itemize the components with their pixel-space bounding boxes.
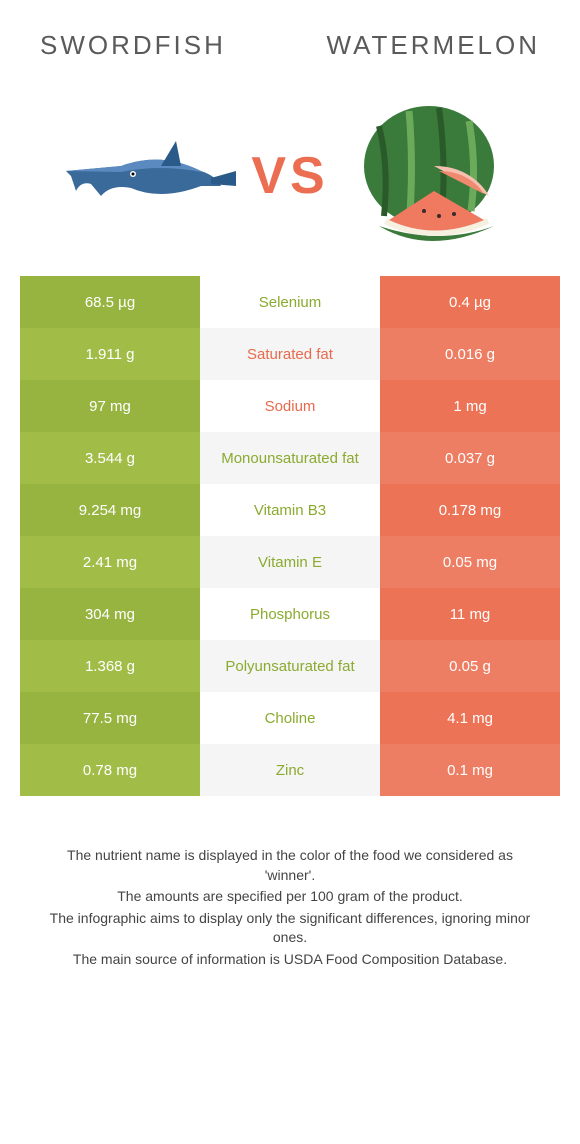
nutrient-name: Zinc (200, 744, 380, 796)
right-value: 0.05 mg (380, 536, 560, 588)
right-value: 0.05 g (380, 640, 560, 692)
footer-line: The amounts are specified per 100 gram o… (40, 887, 540, 907)
left-value: 97 mg (20, 380, 200, 432)
table-row: 77.5 mgCholine4.1 mg (20, 692, 560, 744)
footer-line: The infographic aims to display only the… (40, 909, 540, 948)
table-row: 304 mgPhosphorus11 mg (20, 588, 560, 640)
right-value: 0.4 µg (380, 276, 560, 328)
left-value: 2.41 mg (20, 536, 200, 588)
watermelon-image (339, 96, 519, 256)
right-value: 0.016 g (380, 328, 560, 380)
nutrient-table: 68.5 µgSelenium0.4 µg1.911 gSaturated fa… (20, 276, 560, 796)
right-value: 1 mg (380, 380, 560, 432)
footer-notes: The nutrient name is displayed in the co… (20, 846, 560, 970)
left-value: 68.5 µg (20, 276, 200, 328)
left-food-title: Swordfish (40, 30, 226, 61)
footer-line: The main source of information is USDA F… (40, 950, 540, 970)
right-value: 4.1 mg (380, 692, 560, 744)
left-value: 1.368 g (20, 640, 200, 692)
vs-label: VS (251, 146, 328, 206)
right-value: 11 mg (380, 588, 560, 640)
left-value: 0.78 mg (20, 744, 200, 796)
nutrient-name: Selenium (200, 276, 380, 328)
hero-row: VS (20, 86, 560, 266)
footer-line: The nutrient name is displayed in the co… (40, 846, 540, 885)
left-value: 1.911 g (20, 328, 200, 380)
right-food-title: Watermelon (327, 30, 540, 61)
nutrient-name: Vitamin B3 (200, 484, 380, 536)
right-value: 0.178 mg (380, 484, 560, 536)
comparison-infographic: Swordfish Watermelon VS (0, 0, 580, 992)
table-row: 68.5 µgSelenium0.4 µg (20, 276, 560, 328)
nutrient-name: Saturated fat (200, 328, 380, 380)
left-value: 304 mg (20, 588, 200, 640)
nutrient-name: Polyunsaturated fat (200, 640, 380, 692)
table-row: 9.254 mgVitamin B30.178 mg (20, 484, 560, 536)
right-value: 0.1 mg (380, 744, 560, 796)
table-row: 3.544 gMonounsaturated fat0.037 g (20, 432, 560, 484)
table-row: 2.41 mgVitamin E0.05 mg (20, 536, 560, 588)
left-value: 77.5 mg (20, 692, 200, 744)
nutrient-name: Phosphorus (200, 588, 380, 640)
table-row: 1.368 gPolyunsaturated fat0.05 g (20, 640, 560, 692)
nutrient-name: Monounsaturated fat (200, 432, 380, 484)
left-value: 3.544 g (20, 432, 200, 484)
nutrient-name: Vitamin E (200, 536, 380, 588)
titles-row: Swordfish Watermelon (20, 30, 560, 61)
swordfish-image (61, 96, 241, 256)
table-row: 97 mgSodium1 mg (20, 380, 560, 432)
table-row: 1.911 gSaturated fat0.016 g (20, 328, 560, 380)
nutrient-name: Choline (200, 692, 380, 744)
right-value: 0.037 g (380, 432, 560, 484)
table-row: 0.78 mgZinc0.1 mg (20, 744, 560, 796)
nutrient-name: Sodium (200, 380, 380, 432)
left-value: 9.254 mg (20, 484, 200, 536)
